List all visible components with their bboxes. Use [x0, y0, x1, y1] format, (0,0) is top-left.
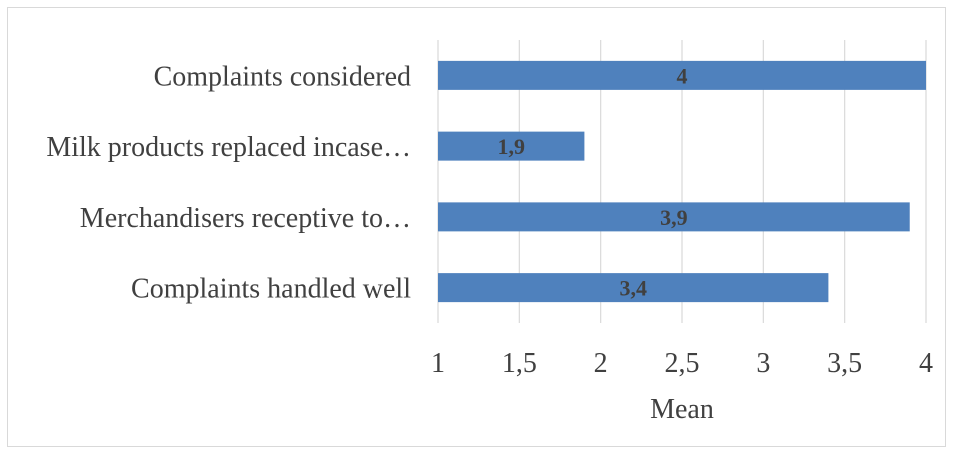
x-tick-label: 2,5	[665, 348, 700, 379]
x-tick-label: 4	[919, 348, 933, 379]
bar	[438, 60, 926, 90]
bar	[438, 131, 585, 161]
bar	[438, 202, 910, 232]
x-tick-label: 3	[756, 348, 770, 379]
x-tick-labels: 1 1,5 2 2,5 3 3,5 4	[431, 348, 933, 379]
x-tick-label: 3,5	[827, 348, 862, 379]
bars: 4 1,9 3,9 3,4	[438, 60, 926, 303]
data-label: 3,9	[660, 205, 688, 230]
bar	[438, 273, 829, 303]
category-label: Complaints handled well	[131, 274, 411, 305]
category-label: Merchandisers receptive to…	[80, 203, 411, 234]
x-axis-title: Mean	[650, 394, 714, 425]
x-tick-label: 1,5	[502, 348, 537, 379]
category-label: Complaints considered	[154, 61, 411, 92]
data-label: 4	[677, 63, 688, 88]
category-label: Milk products replaced incase…	[46, 132, 411, 163]
data-label: 3,4	[619, 276, 647, 301]
data-label: 1,9	[497, 134, 525, 159]
x-tick-label: 2	[594, 348, 608, 379]
category-labels: Complaints considered Milk products repla…	[46, 61, 411, 304]
x-tick-label: 1	[431, 348, 445, 379]
